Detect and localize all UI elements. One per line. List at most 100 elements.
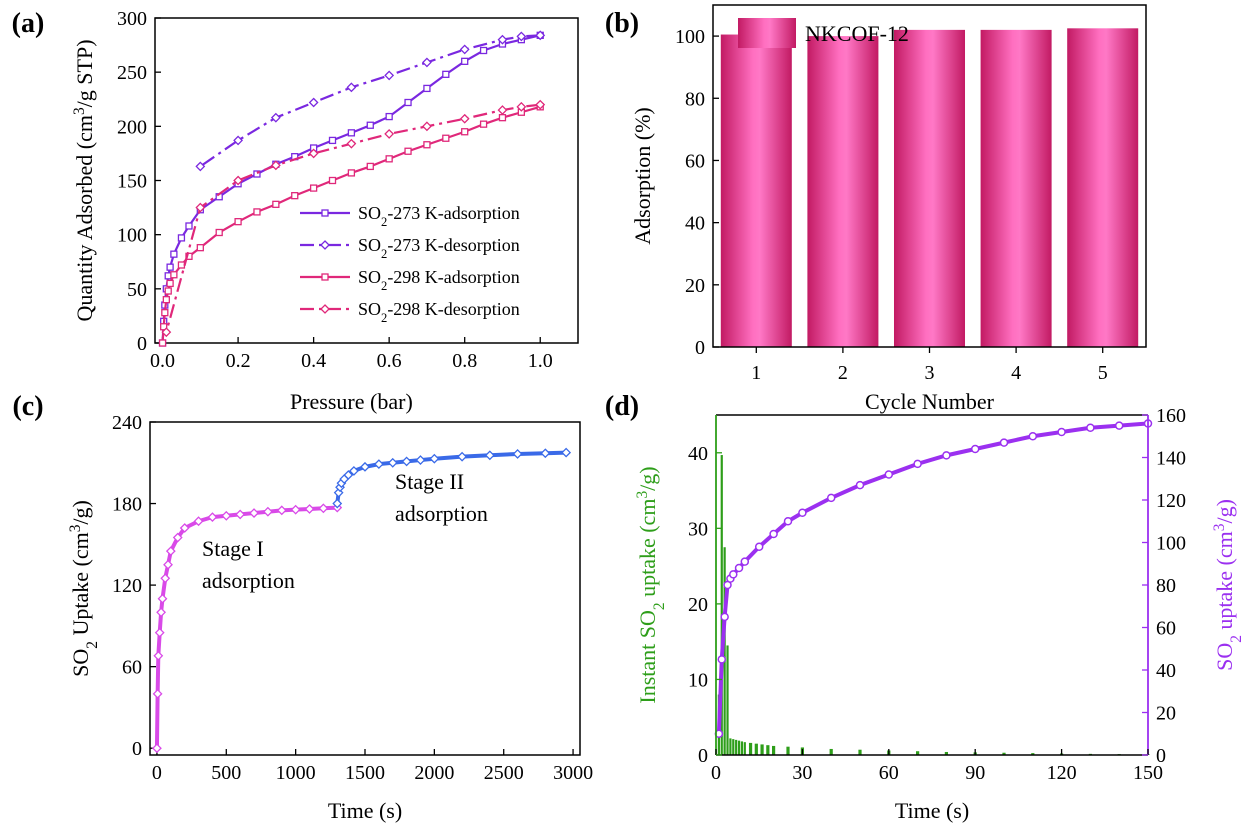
instant-uptake-bar — [743, 742, 746, 755]
data-point-a — [459, 113, 470, 124]
data-point-a — [516, 31, 527, 42]
data-point-a — [404, 98, 412, 107]
y-tick-label-b: 20 — [685, 275, 705, 297]
instant-uptake-bar — [737, 740, 741, 755]
x-tick-label-a: 1.0 — [528, 350, 553, 372]
data-point-c — [318, 503, 329, 514]
y-axis-label-c-part: 2 — [84, 641, 101, 649]
y-tick-label-a: 300 — [117, 8, 147, 30]
data-point-c — [221, 510, 232, 521]
data-point-c — [156, 607, 167, 618]
instant-uptake-bar — [729, 738, 732, 755]
data-point-a — [233, 135, 244, 146]
data-point-a — [442, 70, 450, 78]
data-point-a — [461, 57, 469, 65]
data-point-a — [170, 271, 178, 279]
data-point-c — [373, 459, 384, 470]
x-axis-label-a: Pressure (bar) — [290, 389, 413, 414]
annotation-stage2-line2: adsorption — [395, 501, 488, 526]
data-point-a — [422, 57, 432, 68]
legend-entry-a: SO2-298 K-desorption — [358, 299, 520, 325]
data-point-a — [423, 141, 431, 149]
x-tick-label-b: 1 — [751, 362, 761, 384]
x-tick-label-b: 3 — [925, 362, 935, 384]
series-line-a — [161, 34, 541, 344]
data-point-a — [309, 184, 318, 192]
x-tick-label-d: 150 — [1133, 762, 1163, 784]
legend-marker-a — [321, 273, 329, 281]
annotation-stage2-line1: Stage II — [395, 469, 464, 494]
y-axis-label-c-part: /g) — [68, 500, 93, 524]
data-point-a — [461, 128, 469, 136]
x-tick-label-d: 120 — [1047, 762, 1077, 784]
data-point-a — [497, 105, 508, 116]
data-point-a — [270, 112, 281, 123]
data-point-c — [249, 508, 259, 518]
legend-marker-a — [320, 240, 330, 250]
y-tick-label-right-d: 140 — [1156, 448, 1186, 470]
data-point-c — [457, 451, 468, 462]
data-point-a — [384, 70, 395, 81]
data-point-a — [291, 192, 299, 200]
legend-marker-a — [321, 209, 329, 217]
data-point-c — [152, 743, 162, 754]
x-tick-label-c: 0 — [152, 762, 162, 784]
legend-entry-a-part: 2 — [381, 311, 387, 325]
instant-uptake-bar — [944, 751, 948, 755]
y-axis-label-left-d-part: Instant SO — [635, 610, 660, 704]
x-tick-label-b: 4 — [1011, 362, 1021, 384]
cumulative-uptake-line — [716, 421, 1149, 734]
data-point-a — [308, 148, 319, 159]
y-axis-label-right-d-part: /g) — [1212, 499, 1237, 523]
legend-entry-a-part: -298 K-desorption — [387, 299, 519, 319]
y-axis-label-c-part: Uptake (cm — [68, 532, 93, 641]
y-tick-label-right-d: 100 — [1156, 533, 1186, 555]
legend-entry-b: NKCOF-12 — [805, 21, 909, 46]
data-point-c — [343, 470, 354, 480]
data-point-c — [153, 650, 164, 661]
data-point-c — [540, 448, 551, 459]
x-tick-label-c: 2000 — [414, 762, 454, 784]
y-tick-label-right-d: 40 — [1156, 660, 1176, 682]
legend-entry-a-part: 2 — [381, 279, 387, 293]
series-line-a — [199, 34, 541, 168]
data-point-a — [385, 155, 393, 163]
instant-uptake-bar — [858, 749, 862, 755]
x-tick-label-c: 1000 — [276, 762, 316, 784]
series-line-a — [161, 105, 541, 344]
y-axis-label-c: SO2 Uptake (cm3/g) — [67, 500, 101, 677]
data-point-a — [158, 339, 167, 347]
data-point-c — [152, 688, 163, 699]
data-point-a — [498, 114, 507, 122]
y-tick-label-a: 100 — [117, 225, 147, 247]
data-point-a — [347, 129, 356, 137]
data-point-a — [385, 112, 393, 121]
series-line-c — [154, 505, 338, 749]
data-point-c — [561, 447, 572, 458]
instant-uptake-bar — [1031, 753, 1035, 755]
y-axis-label-left-d: Instant SO2 uptake (cm3/g) — [634, 466, 668, 703]
legend-entry-a-part: SO — [358, 267, 381, 287]
plot-frame-a — [154, 17, 579, 344]
data-point-c — [332, 498, 343, 509]
cumulative-uptake-point — [1114, 421, 1124, 430]
x-tick-label-a: 0.2 — [226, 350, 251, 372]
data-point-c — [304, 504, 315, 514]
bar — [807, 36, 879, 347]
y-tick-label-b: 40 — [685, 213, 705, 235]
legend-entry-a: SO2-273 K-adsorption — [358, 203, 520, 229]
data-point-c — [157, 593, 168, 604]
data-point-a — [422, 121, 432, 132]
instant-uptake-bar — [829, 748, 833, 755]
y-axis-label-c-part: SO — [68, 649, 93, 677]
legend-entry-a-part: -273 K-desorption — [387, 235, 519, 255]
data-point-c — [235, 509, 246, 520]
data-point-c — [360, 461, 370, 472]
y-tick-label-right-d: 120 — [1156, 490, 1186, 512]
instant-uptake-bar — [786, 746, 790, 755]
bar — [980, 29, 1052, 347]
instant-uptake-bar — [748, 742, 753, 755]
data-point-a — [166, 263, 174, 271]
y-tick-label-left-d: 30 — [688, 518, 708, 540]
